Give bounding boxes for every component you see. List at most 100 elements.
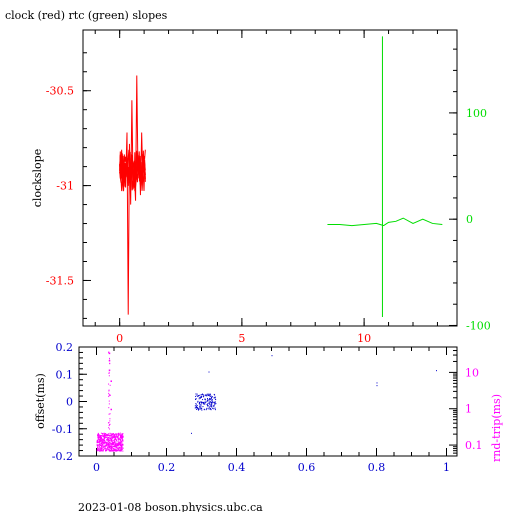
rndtrip-point — [121, 437, 123, 439]
rndtrip-point — [118, 443, 120, 445]
rndtrip-point — [119, 444, 121, 446]
offset-point — [204, 403, 206, 405]
rndtrip-point — [96, 440, 98, 442]
rndtrip-point — [108, 403, 110, 405]
offset-point — [211, 405, 213, 407]
rndtrip-point — [110, 449, 112, 451]
rndtrip-point — [108, 444, 110, 446]
rndtrip-point — [111, 436, 113, 438]
rndtrip-point — [103, 440, 105, 442]
rndtrip-point — [121, 438, 123, 440]
offset-point — [210, 404, 212, 406]
offset-point — [200, 396, 202, 398]
rndtrip-point — [96, 441, 98, 443]
rndtrip-point — [108, 394, 111, 396]
top-plot-frame — [82, 29, 458, 327]
rndtrip-point — [99, 446, 101, 448]
rndtrip-point — [103, 446, 105, 448]
rndtrip-point — [105, 448, 107, 450]
rndtrip-point — [100, 440, 102, 442]
rndtrip-point — [105, 436, 107, 438]
rndtrip-point — [103, 442, 105, 444]
offset-point — [213, 408, 215, 410]
rndtrip-point — [110, 408, 112, 411]
rndtrip-point — [117, 437, 119, 439]
offset-point — [214, 409, 216, 411]
rndtrip-point — [117, 448, 119, 450]
rndtrip-point — [112, 440, 114, 442]
bottom-left-tick-label: 0 — [66, 396, 73, 409]
rndtrip-point — [109, 435, 111, 437]
rndtrip-point — [101, 433, 103, 435]
rndtrip-point — [115, 442, 117, 444]
rndtrip-point — [106, 441, 108, 443]
top-right-tick-label: 100 — [466, 107, 487, 120]
rndtrip-point — [101, 449, 103, 451]
rndtrip-point — [118, 449, 120, 451]
rndtrip-point — [112, 437, 114, 439]
rndtrip-point — [101, 446, 103, 448]
rndtrip-point — [114, 443, 116, 445]
offset-point — [208, 394, 210, 396]
rndtrip-point — [104, 445, 106, 447]
rndtrip-point — [116, 443, 118, 445]
offset-point — [209, 403, 211, 405]
rndtrip-point — [116, 445, 118, 447]
offset-point — [210, 402, 212, 404]
rndtrip-point — [113, 435, 115, 437]
rndtrip-point — [108, 390, 110, 392]
top-left-tick-label: -31 — [56, 180, 74, 193]
rndtrip-point — [113, 439, 115, 441]
offset-point — [213, 406, 215, 408]
top-panel: -30.5 -31 -31.5 100 0 -100 0 5 10 clockslope — [31, 29, 491, 345]
bottom-left-tick-label: 0.1 — [56, 368, 74, 381]
rndtrip-point — [114, 441, 116, 443]
rndtrip-point — [110, 434, 112, 436]
rndtrip-point — [101, 448, 103, 450]
rndtrip-point — [107, 440, 109, 442]
rndtrip-point — [113, 445, 115, 447]
rndtrip-point — [111, 447, 113, 449]
offset-point — [198, 398, 200, 400]
rndtrip-point — [120, 447, 122, 449]
bottom-left-tick-label: -0.1 — [52, 423, 73, 436]
rndtrip-point — [96, 443, 98, 445]
offset-point — [213, 404, 215, 406]
offset-point — [211, 396, 213, 398]
offset-point — [194, 405, 196, 407]
rndtrip-point — [103, 440, 105, 442]
rndtrip-point — [99, 434, 101, 436]
rndtrip-point — [113, 436, 115, 438]
rndtrip-point — [107, 434, 109, 436]
rndtrip-point — [111, 439, 113, 441]
offset-point — [202, 402, 204, 404]
offset-point — [208, 401, 210, 403]
rndtrip-point — [100, 439, 102, 441]
rndtrip-point — [122, 450, 124, 452]
rndtrip-point — [117, 440, 119, 442]
rndtrip-point — [109, 384, 111, 386]
rndtrip-point — [115, 436, 117, 438]
rndtrip-point — [103, 439, 105, 441]
rndtrip-point — [101, 438, 103, 440]
offset-point — [213, 405, 215, 407]
offset-point — [436, 370, 437, 372]
rndtrip-point — [101, 438, 103, 440]
rndtrip-point — [110, 436, 112, 438]
rndtrip-point — [98, 436, 100, 438]
offset-point — [199, 397, 201, 399]
offset-point — [207, 399, 209, 401]
rndtrip-point — [104, 436, 106, 438]
rndtrip-point — [100, 437, 102, 439]
rndtrip-point — [117, 436, 119, 438]
top-right-tick-label: -100 — [466, 319, 491, 332]
top-x-tick-label: 5 — [238, 332, 245, 345]
rndtrip-point — [116, 433, 118, 435]
rndtrip-point — [96, 440, 98, 442]
rndtrip-point — [119, 441, 121, 443]
rndtrip-point — [110, 435, 112, 437]
rndtrip-point — [108, 445, 110, 447]
rndtrip-point — [111, 450, 113, 452]
rndtrip-point — [102, 441, 104, 443]
rndtrip-point — [102, 443, 104, 445]
